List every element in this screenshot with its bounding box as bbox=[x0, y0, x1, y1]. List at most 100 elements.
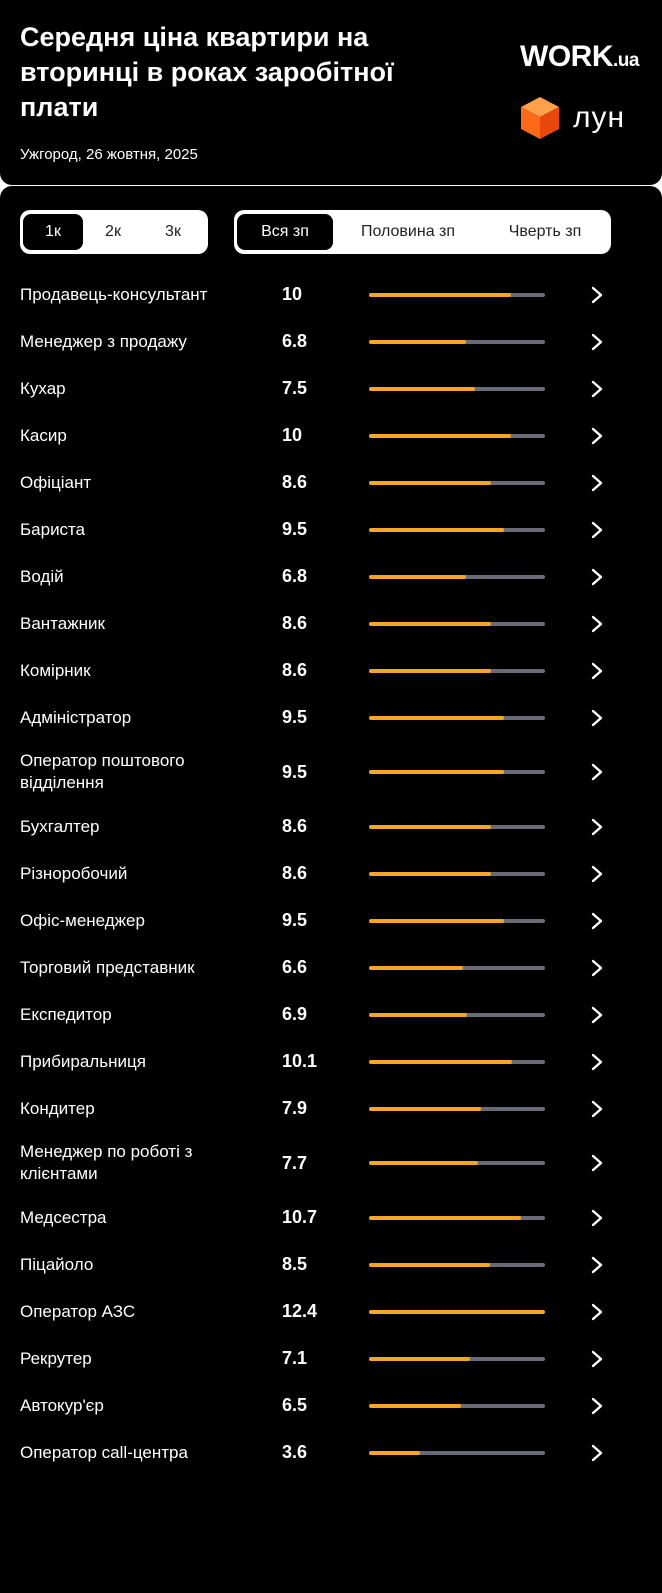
main-panel: 1к 2к 3к Вся зп Половина зп Чверть зп Пр… bbox=[0, 186, 662, 1593]
profession-row[interactable]: Менеджер по роботі з клієнтами 7.7 bbox=[0, 1132, 662, 1194]
years-bar-fill bbox=[369, 527, 504, 532]
profession-row[interactable]: Бариста 9.5 bbox=[0, 506, 662, 553]
rooms-option-3k[interactable]: 3к bbox=[165, 223, 181, 240]
years-bar-fill bbox=[369, 918, 504, 923]
chevron-right-icon[interactable] bbox=[589, 568, 605, 586]
chevron-right-icon[interactable] bbox=[589, 1006, 605, 1024]
profession-row[interactable]: Офіс-менеджер 9.5 bbox=[0, 897, 662, 944]
chevron-right-icon[interactable] bbox=[589, 333, 605, 351]
years-bar bbox=[369, 715, 545, 720]
chevron-right-icon[interactable] bbox=[589, 286, 605, 304]
profession-row[interactable]: Торговий представник 6.6 bbox=[0, 944, 662, 991]
years-bar bbox=[369, 1161, 545, 1165]
years-bar bbox=[369, 574, 545, 579]
profession-row[interactable]: Піцайоло 8.5 bbox=[0, 1241, 662, 1288]
share-option-quarter[interactable]: Чверть зп bbox=[508, 223, 582, 240]
profession-row[interactable]: Комірник 8.6 bbox=[0, 647, 662, 694]
years-bar-fill bbox=[369, 480, 492, 485]
chevron-right-icon[interactable] bbox=[589, 763, 605, 781]
chevron-right-icon[interactable] bbox=[589, 380, 605, 398]
profession-row[interactable]: Адміністратор 9.5 bbox=[0, 694, 662, 741]
chevron-right-icon[interactable] bbox=[589, 1397, 605, 1415]
profession-name: Бухгалтер bbox=[20, 816, 100, 836]
years-value: 10.7 bbox=[282, 1207, 318, 1227]
chevron-right-icon[interactable] bbox=[589, 615, 605, 633]
years-bar bbox=[369, 1450, 545, 1455]
profession-row[interactable]: Вантажник 8.6 bbox=[0, 600, 662, 647]
profession-row[interactable]: Менеджер з продажу 6.8 bbox=[0, 318, 662, 365]
profession-row[interactable]: Продавець-консультант 10 bbox=[0, 271, 662, 318]
work-logo-text: WORK bbox=[520, 40, 613, 73]
chevron-right-icon[interactable] bbox=[589, 474, 605, 492]
chevron-right-icon[interactable] bbox=[589, 521, 605, 539]
profession-name: Різноробочий bbox=[20, 863, 128, 883]
chevron-right-icon[interactable] bbox=[589, 1100, 605, 1118]
years-bar bbox=[369, 1106, 545, 1111]
profession-name: Бариста bbox=[20, 519, 86, 539]
years-bar-fill bbox=[369, 1450, 421, 1455]
cube-icon bbox=[521, 97, 559, 139]
years-bar bbox=[369, 386, 545, 391]
share-option-half[interactable]: Половина зп bbox=[360, 223, 456, 240]
profession-row[interactable]: Касир 10 bbox=[0, 412, 662, 459]
years-bar bbox=[369, 621, 545, 626]
years-bar-fill bbox=[369, 621, 492, 626]
chevron-right-icon[interactable] bbox=[589, 1154, 605, 1172]
profession-name: Прибиральниця bbox=[20, 1051, 146, 1071]
years-value: 7.1 bbox=[282, 1348, 308, 1368]
years-bar-fill bbox=[369, 1106, 482, 1111]
chevron-right-icon[interactable] bbox=[589, 1209, 605, 1227]
years-bar bbox=[369, 871, 545, 876]
chevron-right-icon[interactable] bbox=[589, 912, 605, 930]
years-value: 8.6 bbox=[282, 660, 308, 680]
chevron-right-icon[interactable] bbox=[589, 427, 605, 445]
profession-row[interactable]: Медсестра 10.7 bbox=[0, 1194, 662, 1241]
share-option-full[interactable]: Вся зп bbox=[237, 214, 333, 250]
years-bar bbox=[369, 1309, 545, 1314]
chevron-right-icon[interactable] bbox=[589, 709, 605, 727]
chevron-right-icon[interactable] bbox=[589, 662, 605, 680]
profession-name: Експедитор bbox=[20, 1004, 112, 1024]
profession-row[interactable]: Оператор АЗС 12.4 bbox=[0, 1288, 662, 1335]
profession-name: Піцайоло bbox=[20, 1254, 94, 1274]
lun-logo: лун bbox=[521, 96, 625, 140]
years-value: 8.5 bbox=[282, 1254, 308, 1274]
years-bar bbox=[369, 1403, 545, 1408]
profession-name: Касир bbox=[20, 425, 67, 445]
work-logo-suffix: .ua bbox=[612, 50, 639, 71]
chevron-right-icon[interactable] bbox=[589, 1303, 605, 1321]
profession-row[interactable]: Оператор поштового відділення 9.5 bbox=[0, 741, 662, 803]
chevron-right-icon[interactable] bbox=[589, 1256, 605, 1274]
profession-row[interactable]: Автокур'єр 6.5 bbox=[0, 1382, 662, 1429]
rooms-option-1k[interactable]: 1к bbox=[23, 214, 83, 250]
profession-name: Автокур'єр bbox=[20, 1395, 104, 1415]
chevron-right-icon[interactable] bbox=[589, 865, 605, 883]
years-value: 10 bbox=[282, 425, 303, 445]
years-bar-fill bbox=[369, 386, 476, 391]
profession-row[interactable]: Кондитер 7.9 bbox=[0, 1085, 662, 1132]
chevron-right-icon[interactable] bbox=[589, 1444, 605, 1462]
profession-name: Менеджер по роботі з клієнтами bbox=[20, 1142, 193, 1183]
profession-row[interactable]: Офіціант 8.6 bbox=[0, 459, 662, 506]
years-value: 9.5 bbox=[282, 519, 308, 539]
profession-row[interactable]: Оператор call-центра 3.6 bbox=[0, 1429, 662, 1476]
profession-row[interactable]: Різноробочий 8.6 bbox=[0, 850, 662, 897]
profession-name: Водій bbox=[20, 566, 64, 586]
profession-row[interactable]: Рекрутер 7.1 bbox=[0, 1335, 662, 1382]
profession-row[interactable]: Бухгалтер 8.6 bbox=[0, 803, 662, 850]
profession-row[interactable]: Прибиральниця 10.1 bbox=[0, 1038, 662, 1085]
years-value: 7.5 bbox=[282, 378, 308, 398]
years-bar-fill bbox=[369, 1059, 513, 1064]
chevron-right-icon[interactable] bbox=[589, 1350, 605, 1368]
profession-row[interactable]: Кухар 7.5 bbox=[0, 365, 662, 412]
years-bar bbox=[369, 1215, 545, 1220]
chevron-right-icon[interactable] bbox=[589, 818, 605, 836]
years-bar bbox=[369, 668, 545, 673]
profession-row[interactable]: Водій 6.8 bbox=[0, 553, 662, 600]
chevron-right-icon[interactable] bbox=[589, 1053, 605, 1071]
chevron-right-icon[interactable] bbox=[589, 959, 605, 977]
years-value: 8.6 bbox=[282, 816, 308, 836]
years-value: 12.4 bbox=[282, 1301, 318, 1321]
profession-row[interactable]: Експедитор 6.9 bbox=[0, 991, 662, 1038]
rooms-option-2k[interactable]: 2к bbox=[105, 223, 121, 240]
